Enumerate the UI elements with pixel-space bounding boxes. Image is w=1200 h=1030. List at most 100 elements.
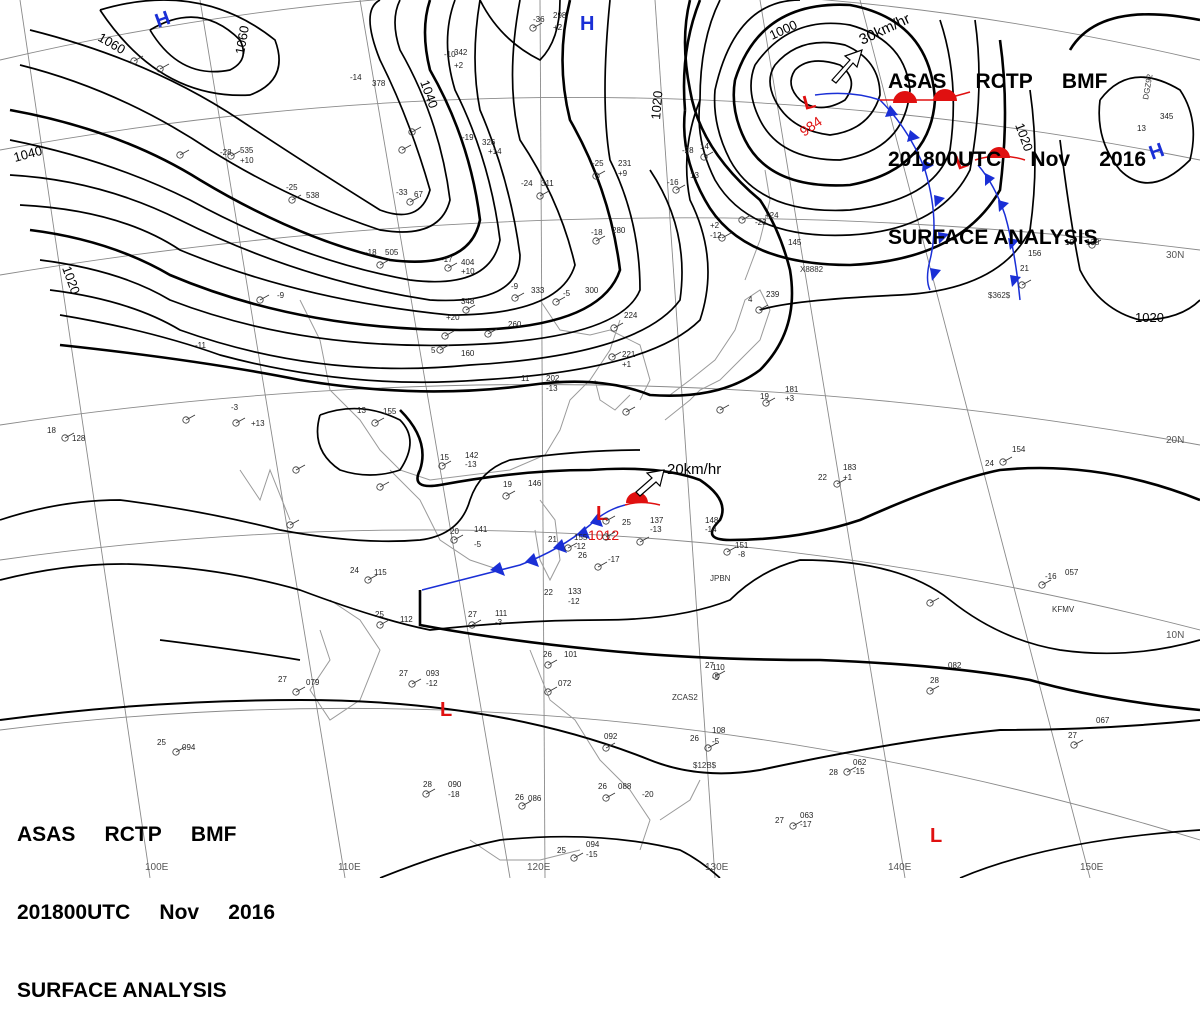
station-marker [529, 24, 537, 32]
station-obs-value: 28 [930, 676, 939, 685]
station-marker [608, 353, 616, 361]
wind-barb [605, 515, 616, 522]
header-year: 2016 [228, 901, 276, 924]
wind-barb [726, 546, 737, 553]
station-marker [1070, 741, 1078, 749]
station-obs-value: 15 [440, 453, 449, 462]
station-obs-value: 090 [448, 780, 462, 789]
station-obs-value: 298 [553, 11, 567, 20]
station-obs-value: 27 [705, 661, 714, 670]
station-obs-value: 538 [306, 191, 320, 200]
station-marker [176, 151, 184, 159]
station-obs-value: 224 [624, 311, 638, 320]
station-obs-value: 11 [521, 374, 530, 383]
lon-label: 120E [527, 862, 551, 873]
station-marker [438, 462, 446, 470]
wind-barb [613, 322, 624, 329]
wind-barb [929, 685, 940, 692]
station-obs-value: 27 [1068, 731, 1077, 740]
station-marker [789, 822, 797, 830]
station-marker [536, 192, 544, 200]
station-obs-value: 5 [431, 346, 436, 355]
station-marker [544, 661, 552, 669]
station-obs-value: 112 [400, 615, 413, 624]
high-center-icon: H [152, 7, 173, 33]
station-obs-value: 300 [585, 286, 599, 295]
motion-arrow-icon [831, 49, 863, 84]
station-obs-value: -3 [495, 618, 503, 627]
station-obs-value: -18 [448, 790, 460, 799]
station-obs-value: 202 [546, 374, 560, 383]
station-marker [762, 399, 770, 407]
station-obs-value: 27 [468, 610, 477, 619]
low-pressure-value: 984 [797, 113, 825, 140]
station-obs-value: 101 [564, 650, 578, 659]
station-marker [462, 306, 470, 314]
station-marker [843, 768, 851, 776]
station-marker [518, 802, 526, 810]
header-line-2: 201800UTC Nov 2016 [17, 900, 275, 926]
isobars [0, 0, 1200, 878]
wind-barb [675, 184, 686, 191]
wind-barb [597, 561, 608, 568]
station-obs-value: -3 [231, 403, 239, 412]
longitude-lines [19, 0, 1091, 878]
station-obs-value: 378 [372, 79, 386, 88]
wind-barb [567, 542, 578, 549]
station-obs-value: -25 [592, 159, 604, 168]
station-marker [1038, 581, 1046, 589]
station-obs-value: -24 [521, 179, 533, 188]
station-marker [288, 196, 296, 204]
chart-header-top-right: ASAS RCTP BMF 201800UTC Nov 2016 SURFACE… [888, 17, 1146, 277]
wind-barb [379, 259, 390, 266]
wind-barb [295, 686, 306, 693]
station-marker [376, 621, 384, 629]
station-marker [182, 416, 190, 424]
station-obs-value: +2 [454, 61, 464, 70]
wind-barb [521, 800, 532, 807]
motion-vectors: 30km/hr 20km/hr [635, 10, 913, 497]
header-line-3: SURFACE ANALYSIS [888, 226, 1098, 249]
station-obs-value: 239 [766, 290, 780, 299]
wind-barb [611, 351, 622, 358]
wind-barb [721, 232, 732, 239]
station-marker [422, 790, 430, 798]
station-obs-value: -20 [642, 790, 654, 799]
wind-barb [1021, 279, 1032, 286]
station-obs-value: 141 [474, 525, 488, 534]
station-obs-value: 27 [278, 675, 287, 684]
station-marker [130, 57, 138, 65]
station-marker [484, 330, 492, 338]
station-name: KFMV [1052, 605, 1075, 614]
station-obs-value: 088 [618, 782, 632, 791]
station-obs-value: 345 [1160, 112, 1174, 121]
station-obs-value: -9 [511, 282, 519, 291]
latitude-lines [0, 0, 1200, 841]
station-obs-value: 108 [712, 726, 726, 735]
station-obs-value: +14 [488, 147, 502, 156]
wind-barb [1041, 579, 1052, 586]
station-obs-value: -5 [474, 540, 482, 549]
station-marker [544, 688, 552, 696]
station-marker [406, 198, 414, 206]
wind-barb [425, 788, 436, 795]
wind-barb [133, 55, 144, 62]
station-marker [227, 152, 235, 160]
station-obs-value: 137 [650, 516, 664, 525]
wind-barb [595, 170, 606, 177]
motion-arrow-icon [635, 469, 665, 497]
isobar-label: 1020 [648, 90, 665, 120]
isobar-label: 1060 [232, 24, 252, 55]
station-marker [704, 744, 712, 752]
station-obs-value: 19 [760, 392, 769, 401]
wind-barb [758, 304, 769, 311]
wind-barb [792, 820, 803, 827]
header-line-2: 201800UTC Nov 2016 [888, 147, 1146, 173]
lon-label: 150E [1080, 862, 1104, 873]
graticule-labels: 30N 20N 10N 100E 110E 120E 130E 140E 150… [145, 250, 1184, 873]
station-marker [408, 680, 416, 688]
station-obs-value: +2 [553, 23, 563, 32]
wind-barb [379, 481, 390, 488]
station-obs-value: -14 [350, 73, 362, 82]
station-obs-value: 260 [508, 320, 522, 329]
